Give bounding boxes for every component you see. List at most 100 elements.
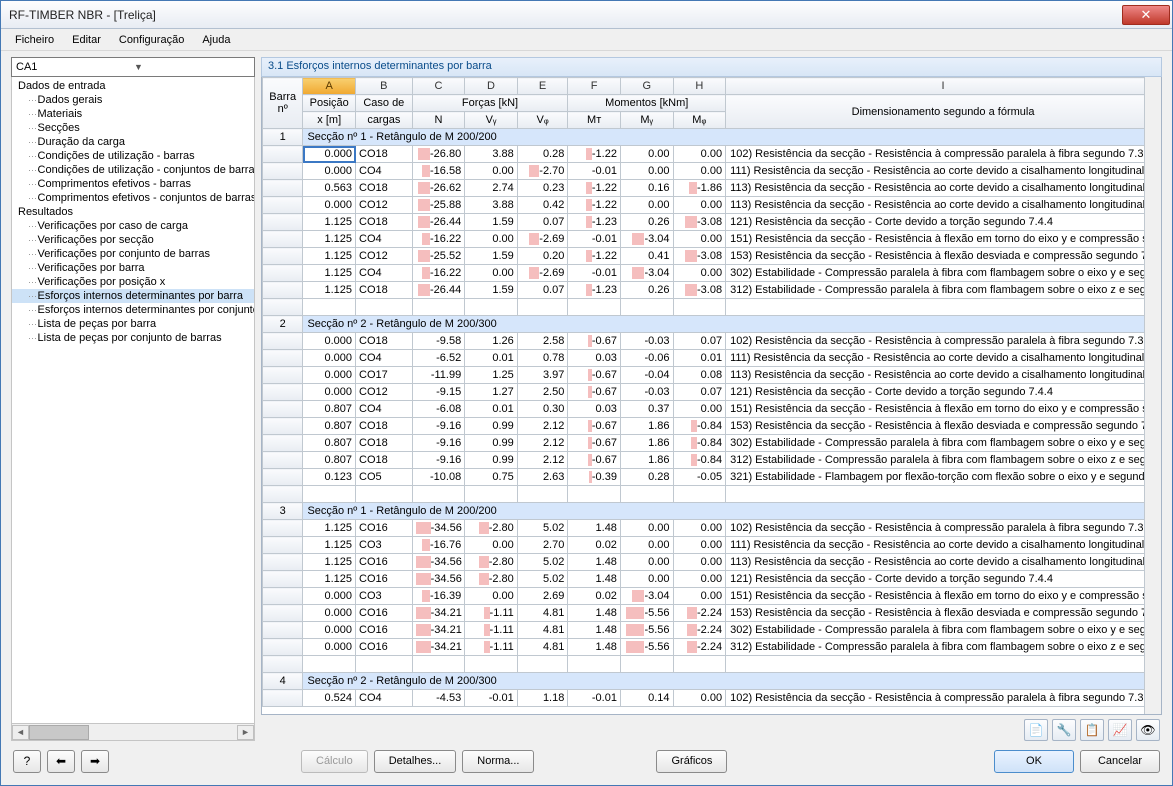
cell[interactable]: -3.08 <box>673 282 726 299</box>
col-header[interactable]: cargas <box>356 112 413 129</box>
tree-item[interactable]: Dados gerais <box>12 93 254 107</box>
col-header[interactable]: Vᵧ <box>465 112 518 129</box>
row-header[interactable] <box>263 231 303 248</box>
cell[interactable]: -26.44 <box>412 282 465 299</box>
cell[interactable]: CO16 <box>356 605 413 622</box>
cell[interactable]: 0.807 <box>303 435 356 452</box>
cell[interactable]: 3.88 <box>465 146 518 163</box>
cell[interactable]: -0.01 <box>568 163 621 180</box>
cell[interactable]: -5.56 <box>620 605 673 622</box>
col-header[interactable]: Forças [kN] <box>412 95 568 112</box>
cell[interactable]: 102) Resistência da secção - Resistência… <box>726 520 1161 537</box>
cell[interactable]: -4.53 <box>412 690 465 707</box>
cell[interactable]: -9.15 <box>412 384 465 401</box>
cell[interactable]: 1.59 <box>465 214 518 231</box>
cell[interactable]: 1.125 <box>303 248 356 265</box>
cell[interactable]: -9.16 <box>412 435 465 452</box>
cell[interactable]: 0.99 <box>465 418 518 435</box>
cell[interactable]: -1.11 <box>465 639 518 656</box>
cell[interactable]: -16.58 <box>412 163 465 180</box>
menu-ajuda[interactable]: Ajuda <box>194 32 238 48</box>
cell[interactable]: CO4 <box>356 231 413 248</box>
cell[interactable]: 0.78 <box>517 350 568 367</box>
cell[interactable]: 0.000 <box>303 622 356 639</box>
cell[interactable]: 0.000 <box>303 350 356 367</box>
cancelar-button[interactable]: Cancelar <box>1080 750 1160 773</box>
cell[interactable]: 0.02 <box>568 537 621 554</box>
cell[interactable]: -25.52 <box>412 248 465 265</box>
cell[interactable]: -2.24 <box>673 622 726 639</box>
cell[interactable]: -2.24 <box>673 605 726 622</box>
cell[interactable]: -5.56 <box>620 639 673 656</box>
nav-tree[interactable]: Dados de entradaDados geraisMateriaisSec… <box>11 77 255 724</box>
cell[interactable]: CO16 <box>356 554 413 571</box>
tree-item[interactable]: Verificações por caso de carga <box>12 219 254 233</box>
scroll-left-icon[interactable]: ◄ <box>12 725 29 740</box>
cell[interactable]: 312) Estabilidade - Compressão paralela … <box>726 639 1161 656</box>
cell[interactable]: 2.69 <box>517 588 568 605</box>
cell[interactable]: -1.22 <box>568 197 621 214</box>
cell[interactable]: 2.12 <box>517 452 568 469</box>
cell[interactable]: 312) Estabilidade - Compressão paralela … <box>726 452 1161 469</box>
row-header[interactable] <box>263 180 303 197</box>
cell[interactable]: -26.44 <box>412 214 465 231</box>
cell[interactable]: 1.125 <box>303 537 356 554</box>
cell[interactable]: 102) Resistência da secção - Resistência… <box>726 690 1161 707</box>
cell[interactable]: -3.04 <box>620 231 673 248</box>
cell[interactable]: 0.99 <box>465 435 518 452</box>
row-header[interactable] <box>263 605 303 622</box>
col-header[interactable]: x [m] <box>303 112 356 129</box>
col-letter[interactable]: H <box>673 78 726 95</box>
tree-group[interactable]: Resultados <box>12 205 254 219</box>
tree-item[interactable]: Secções <box>12 121 254 135</box>
row-header[interactable] <box>263 554 303 571</box>
cell[interactable]: 1.59 <box>465 282 518 299</box>
cell[interactable]: 0.524 <box>303 690 356 707</box>
cell[interactable]: 0.563 <box>303 180 356 197</box>
cell[interactable]: 113) Resistência da secção - Resistência… <box>726 554 1161 571</box>
cell[interactable]: 0.99 <box>465 452 518 469</box>
cell[interactable]: 0.00 <box>465 265 518 282</box>
tree-item[interactable]: Verificações por barra <box>12 261 254 275</box>
cell[interactable]: 102) Resistência da secção - Resistência… <box>726 333 1161 350</box>
cell[interactable]: 0.01 <box>673 350 726 367</box>
cell[interactable]: 0.00 <box>620 197 673 214</box>
cell[interactable]: 113) Resistência da secção - Resistência… <box>726 367 1161 384</box>
cell[interactable]: 2.63 <box>517 469 568 486</box>
tree-item[interactable]: Condições de utilização - barras <box>12 149 254 163</box>
cell[interactable]: 0.30 <box>517 401 568 418</box>
cell[interactable]: -25.88 <box>412 197 465 214</box>
row-header[interactable] <box>263 588 303 605</box>
cell[interactable]: 151) Resistência da secção - Resistência… <box>726 401 1161 418</box>
row-header[interactable] <box>263 520 303 537</box>
cell[interactable]: 0.00 <box>620 537 673 554</box>
cell[interactable]: -34.21 <box>412 605 465 622</box>
cell[interactable]: 113) Resistência da secção - Resistência… <box>726 197 1161 214</box>
row-header[interactable] <box>263 639 303 656</box>
tree-item[interactable]: Condições de utilização - conjuntos de b… <box>12 163 254 177</box>
cell[interactable]: 0.07 <box>517 282 568 299</box>
col-letter[interactable]: I <box>726 78 1161 95</box>
cell[interactable]: -34.21 <box>412 639 465 656</box>
cell[interactable]: CO12 <box>356 384 413 401</box>
tree-item[interactable]: Verificações por secção <box>12 233 254 247</box>
cell[interactable]: 0.01 <box>465 350 518 367</box>
cell[interactable]: -2.69 <box>517 265 568 282</box>
cell[interactable]: -0.84 <box>673 435 726 452</box>
cell[interactable]: 1.86 <box>620 435 673 452</box>
cell[interactable]: -10.08 <box>412 469 465 486</box>
menu-ficheiro[interactable]: Ficheiro <box>7 32 62 48</box>
cell[interactable]: 0.807 <box>303 452 356 469</box>
cell[interactable]: 0.28 <box>620 469 673 486</box>
cell[interactable]: -1.23 <box>568 282 621 299</box>
cell[interactable]: CO5 <box>356 469 413 486</box>
section-row[interactable]: Secção nº 2 - Retângulo de M 200/300 <box>303 673 1161 690</box>
cell[interactable]: 151) Resistência da secção - Resistência… <box>726 588 1161 605</box>
cell[interactable]: 0.26 <box>620 214 673 231</box>
cell[interactable]: 0.02 <box>568 588 621 605</box>
close-button[interactable]: ✕ <box>1122 5 1170 25</box>
row-header[interactable] <box>263 146 303 163</box>
cell[interactable]: 302) Estabilidade - Compressão paralela … <box>726 622 1161 639</box>
cell[interactable]: 1.48 <box>568 554 621 571</box>
cell[interactable]: 1.48 <box>568 605 621 622</box>
